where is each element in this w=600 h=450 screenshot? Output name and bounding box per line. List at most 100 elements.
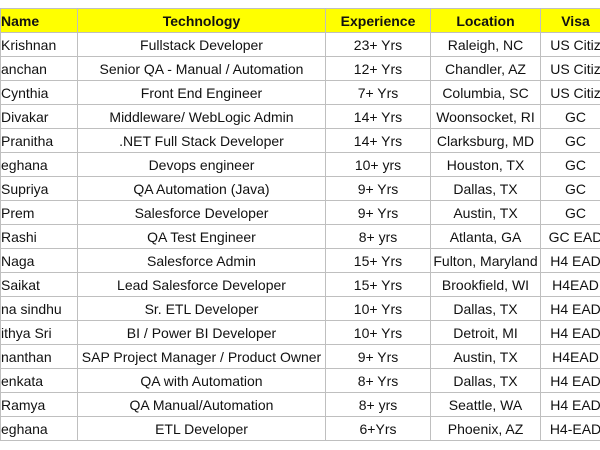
table-cell: Rashi <box>0 224 78 249</box>
table-cell: Raleigh, NC <box>430 32 541 57</box>
table-cell: 9+ Yrs <box>325 176 431 201</box>
table-row: ithya Sri BI / Power BI Developer 10+ Yrs D… <box>0 320 600 345</box>
table-row: Naga Salesforce Admin 15+ Yrs Fulton, Maryl… <box>0 248 600 273</box>
table-cell: 6+Yrs <box>325 416 431 441</box>
table-cell: Pranitha <box>0 128 78 153</box>
table-cell: 15+ Yrs <box>325 272 431 297</box>
table-cell: Detroit, MI <box>430 320 541 345</box>
table-row: na sindhu Sr. ETL Developer 10+ Yrs Dallas,… <box>0 296 600 321</box>
column-header: Visa <box>540 8 600 33</box>
table-row: eghana ETL Developer 6+Yrs Phoenix, AZ H4-EA… <box>0 416 600 441</box>
table-cell: US Citiz <box>540 80 600 105</box>
table-cell: US Citiz <box>540 56 600 81</box>
table-row: nanthan SAP Project Manager / Product Own… <box>0 344 600 369</box>
table-cell: GC <box>540 128 600 153</box>
table-row: Divakar Middleware/ WebLogic Admin 14+ Yrs… <box>0 104 600 129</box>
table-cell: GC <box>540 176 600 201</box>
table-cell: Dallas, TX <box>430 368 541 393</box>
table-cell: 23+ Yrs <box>325 32 431 57</box>
table-cell: H4 EAD <box>540 320 600 345</box>
table-cell: na sindhu <box>0 296 78 321</box>
table-row: eghana Devops engineer 10+ yrs Houston, TX G… <box>0 152 600 177</box>
table-cell: BI / Power BI Developer <box>77 320 326 345</box>
table-cell: Austin, TX <box>430 200 541 225</box>
table-cell: SAP Project Manager / Product Owner <box>77 344 326 369</box>
table-cell: QA Test Engineer <box>77 224 326 249</box>
table-row: Saikat Lead Salesforce Developer 15+ Yrs Br… <box>0 272 600 297</box>
column-header: Location <box>430 8 541 33</box>
table-cell: 12+ Yrs <box>325 56 431 81</box>
table-cell: 10+ Yrs <box>325 296 431 321</box>
table-cell: QA Manual/Automation <box>77 392 326 417</box>
table-cell: Ramya <box>0 392 78 417</box>
table-cell: .NET Full Stack Developer <box>77 128 326 153</box>
table-cell: 10+ yrs <box>325 152 431 177</box>
table-cell: enkata <box>0 368 78 393</box>
table-cell: QA with Automation <box>77 368 326 393</box>
table-cell: Dallas, TX <box>430 176 541 201</box>
table-row: Ramya QA Manual/Automation 8+ yrs Seattle, … <box>0 392 600 417</box>
table-cell: Front End Engineer <box>77 80 326 105</box>
table-cell: Salesforce Developer <box>77 200 326 225</box>
table-cell: QA Automation (Java) <box>77 176 326 201</box>
table-cell: Houston, TX <box>430 152 541 177</box>
table-row: Krishnan Fullstack Developer 23+ Yrs Raleig… <box>0 32 600 57</box>
table-row: Rashi QA Test Engineer 8+ yrs Atlanta, GA GC… <box>0 224 600 249</box>
candidate-table: Name Technology Experience Location Visa Kri… <box>0 8 600 441</box>
table-cell: Cynthia <box>0 80 78 105</box>
table-cell: H4EAD <box>540 272 600 297</box>
table-row: Supriya QA Automation (Java) 9+ Yrs Dallas,… <box>0 176 600 201</box>
table-cell: H4 EAD <box>540 392 600 417</box>
table-cell: Seattle, WA <box>430 392 541 417</box>
table-row: anchan Senior QA - Manual / Automation 12+… <box>0 56 600 81</box>
table-row: Pranitha .NET Full Stack Developer 14+ Yrs… <box>0 128 600 153</box>
table-cell: Dallas, TX <box>430 296 541 321</box>
table-row: Cynthia Front End Engineer 7+ Yrs Columbia,… <box>0 80 600 105</box>
table-cell: H4-EAD <box>540 416 600 441</box>
table-cell: GC <box>540 200 600 225</box>
table-cell: ETL Developer <box>77 416 326 441</box>
table-cell: Senior QA - Manual / Automation <box>77 56 326 81</box>
table-cell: Salesforce Admin <box>77 248 326 273</box>
table-cell: Prem <box>0 200 78 225</box>
table-cell: Phoenix, AZ <box>430 416 541 441</box>
table-cell: Fullstack Developer <box>77 32 326 57</box>
table-cell: 8+ Yrs <box>325 368 431 393</box>
header-row: Name Technology Experience Location Visa <box>0 8 600 33</box>
column-header: Name <box>0 8 78 33</box>
table-cell: GC <box>540 152 600 177</box>
table-cell: Columbia, SC <box>430 80 541 105</box>
table-cell: Chandler, AZ <box>430 56 541 81</box>
table-cell: Austin, TX <box>430 344 541 369</box>
table-cell: Sr. ETL Developer <box>77 296 326 321</box>
table-cell: Lead Salesforce Developer <box>77 272 326 297</box>
table-cell: 8+ yrs <box>325 224 431 249</box>
column-header: Experience <box>325 8 431 33</box>
table-cell: H4 EAD <box>540 296 600 321</box>
table-row: Prem Salesforce Developer 9+ Yrs Austin, TX… <box>0 200 600 225</box>
table-cell: Divakar <box>0 104 78 129</box>
table-cell: 8+ yrs <box>325 392 431 417</box>
table-cell: GC <box>540 104 600 129</box>
table-cell: 9+ Yrs <box>325 200 431 225</box>
table-cell: 14+ Yrs <box>325 128 431 153</box>
table-cell: Krishnan <box>0 32 78 57</box>
table-cell: GC EAD <box>540 224 600 249</box>
table-cell: ithya Sri <box>0 320 78 345</box>
table-cell: Saikat <box>0 272 78 297</box>
table-cell: nanthan <box>0 344 78 369</box>
table-cell: eghana <box>0 416 78 441</box>
table-row: enkata QA with Automation 8+ Yrs Dallas, TX… <box>0 368 600 393</box>
table-cell: 9+ Yrs <box>325 344 431 369</box>
table-cell: 10+ Yrs <box>325 320 431 345</box>
table-cell: 14+ Yrs <box>325 104 431 129</box>
column-header: Technology <box>77 8 326 33</box>
table-cell: Fulton, Maryland <box>430 248 541 273</box>
table-cell: Atlanta, GA <box>430 224 541 249</box>
table-cell: Middleware/ WebLogic Admin <box>77 104 326 129</box>
table-cell: anchan <box>0 56 78 81</box>
table-cell: Supriya <box>0 176 78 201</box>
table-cell: Naga <box>0 248 78 273</box>
table-cell: Woonsocket, RI <box>430 104 541 129</box>
